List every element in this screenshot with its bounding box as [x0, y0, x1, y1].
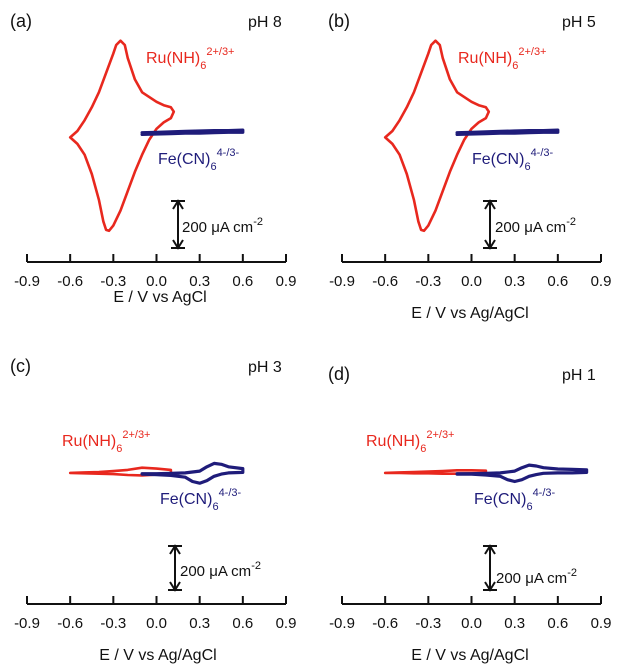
panel-d: -0.9 -0.6 -0.3 0.0 0.3 0.6 0.9 E / V vs Ag/AgCl… — [328, 364, 611, 664]
x-tick-label: 0.9 — [276, 615, 297, 632]
ru-cv-curve — [68, 39, 176, 233]
x-tick-label: -0.6 — [372, 273, 398, 290]
current-scale-bar: 200 μA cm-2 — [483, 199, 576, 250]
scale-bar-label: 200 μA cm-2 — [182, 216, 263, 236]
fe-series-label: Fe(CN)64-/3- — [158, 147, 240, 173]
scale-bar-label: 200 μA cm-2 — [180, 560, 261, 580]
fe-cv-curve — [140, 461, 245, 485]
current-scale-bar: 200 μA cm-2 — [483, 544, 577, 592]
ph-label: pH 8 — [248, 14, 282, 31]
fe-series-label: Fe(CN)64-/3- — [160, 487, 242, 513]
x-tick-label: -0.6 — [57, 273, 83, 290]
x-tick-label: 0.9 — [276, 273, 297, 290]
x-axis-label: E / V vs Ag/AgCl — [99, 647, 216, 664]
fe-cv-curve — [140, 128, 245, 136]
x-tick-label: 0.6 — [232, 273, 253, 290]
x-tick-label: -0.9 — [14, 615, 40, 632]
x-tick-label: 0.0 — [146, 273, 167, 290]
x-tick-label: 0.0 — [461, 273, 482, 290]
x-axis-label: E / V vs Ag/AgCl — [411, 647, 528, 664]
x-tick-label: -0.9 — [329, 273, 355, 290]
x-tick-label: 0.9 — [591, 615, 612, 632]
x-tick-label: 0.6 — [232, 615, 253, 632]
ru-series-label: Ru(NH)62+/3+ — [62, 429, 150, 455]
ru-series-label: Ru(NH)62+/3+ — [366, 429, 454, 455]
x-tick-label: 0.3 — [504, 273, 525, 290]
ph-label: pH 3 — [248, 359, 282, 376]
fe-series-label: Fe(CN)64-/3- — [472, 147, 554, 173]
x-tick-label: -0.3 — [100, 615, 126, 632]
panel-letter: (b) — [328, 11, 350, 31]
ru-cv-curve — [68, 466, 173, 477]
scale-bar-label: 200 μA cm-2 — [496, 567, 577, 587]
panel-letter: (d) — [328, 364, 350, 384]
fe-cv-curve — [455, 463, 589, 484]
x-tick-label: -0.3 — [100, 273, 126, 290]
x-tick-label: -0.6 — [372, 615, 398, 632]
panel-c: -0.9 -0.6 -0.3 0.0 0.3 0.6 0.9 E / V vs Ag/AgCl… — [10, 356, 296, 664]
fe-series-label: Fe(CN)64-/3- — [474, 487, 556, 513]
x-axis-label: E / V vs AgCl — [113, 289, 206, 306]
current-scale-bar: 200 μA cm-2 — [171, 199, 263, 250]
fe-cv-curve — [455, 128, 560, 136]
x-tick-label: -0.3 — [415, 273, 441, 290]
x-tick-label: 0.6 — [547, 273, 568, 290]
x-tick-label: 0.3 — [189, 615, 210, 632]
x-tick-label: -0.6 — [57, 615, 83, 632]
x-tick-label: -0.3 — [415, 615, 441, 632]
panel-letter: (c) — [10, 356, 31, 376]
x-tick-label: 0.0 — [461, 615, 482, 632]
x-tick-label: -0.9 — [14, 273, 40, 290]
ph-label: pH 1 — [562, 367, 596, 384]
x-tick-label: 0.3 — [189, 273, 210, 290]
panel-b: -0.9 -0.6 -0.3 0.0 0.3 0.6 0.9 E / V vs Ag/AgCl… — [328, 11, 611, 322]
ru-cv-curve — [383, 39, 491, 233]
ru-series-label: Ru(NH)62+/3+ — [146, 46, 234, 72]
x-tick-label: -0.9 — [329, 615, 355, 632]
x-tick-label: 0.3 — [504, 615, 525, 632]
x-tick-label: 0.6 — [547, 615, 568, 632]
panel-a: -0.9 -0.6 -0.3 0.0 0.3 0.6 0.9 E / V vs AgCl (a)… — [10, 11, 296, 306]
ph-label: pH 5 — [562, 14, 596, 31]
panel-letter: (a) — [10, 11, 32, 31]
scale-bar-label: 200 μA cm-2 — [495, 216, 576, 236]
x-axis-label: E / V vs Ag/AgCl — [411, 305, 528, 322]
x-tick-label: 0.0 — [146, 615, 167, 632]
ru-series-label: Ru(NH)62+/3+ — [458, 46, 546, 72]
current-scale-bar: 200 μA cm-2 — [168, 544, 261, 592]
x-tick-label: 0.9 — [591, 273, 612, 290]
